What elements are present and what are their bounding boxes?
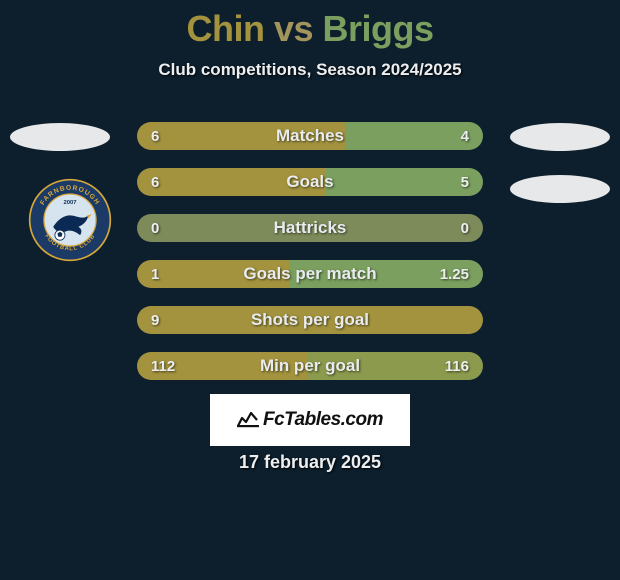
bar-left-segment	[137, 168, 326, 196]
vs-separator: vs	[274, 8, 313, 49]
stat-bar: Hattricks00	[137, 214, 483, 242]
bar-left-segment	[137, 122, 345, 150]
bar-left-segment	[137, 306, 483, 334]
bar-left-segment	[137, 260, 289, 288]
stat-bar: Goals per match11.25	[137, 260, 483, 288]
svg-text:2007: 2007	[63, 200, 76, 206]
player2-name: Briggs	[323, 8, 434, 49]
right-placeholder-oval-2	[510, 175, 610, 203]
bar-right-segment	[326, 168, 483, 196]
stat-bar: Matches64	[137, 122, 483, 150]
subtitle: Club competitions, Season 2024/2025	[0, 60, 620, 80]
stat-bar: Shots per goal9	[137, 306, 483, 334]
date-text: 17 february 2025	[0, 452, 620, 473]
bar-right-segment	[345, 122, 483, 150]
player1-name: Chin	[186, 8, 264, 49]
fctables-watermark: FcTables.com	[210, 394, 410, 446]
bar-left-segment	[137, 352, 307, 380]
bar-right-segment	[307, 352, 483, 380]
left-placeholder-oval	[10, 123, 110, 151]
right-placeholder-oval-1	[510, 123, 610, 151]
stat-bar: Min per goal112116	[137, 352, 483, 380]
comparison-title: Chin vs Briggs	[0, 0, 620, 50]
bar-right-segment	[289, 260, 483, 288]
stat-bar: Goals65	[137, 168, 483, 196]
bar-left-segment	[137, 214, 483, 242]
club-badge: FARNBOROUGH FOOTBALL CLUB 2007	[28, 178, 112, 262]
chart-icon	[237, 408, 259, 433]
comparison-bars: Matches64 Goals65 Hattricks00 Goals per mat…	[137, 122, 483, 398]
fctables-text: FcTables.com	[263, 409, 383, 431]
